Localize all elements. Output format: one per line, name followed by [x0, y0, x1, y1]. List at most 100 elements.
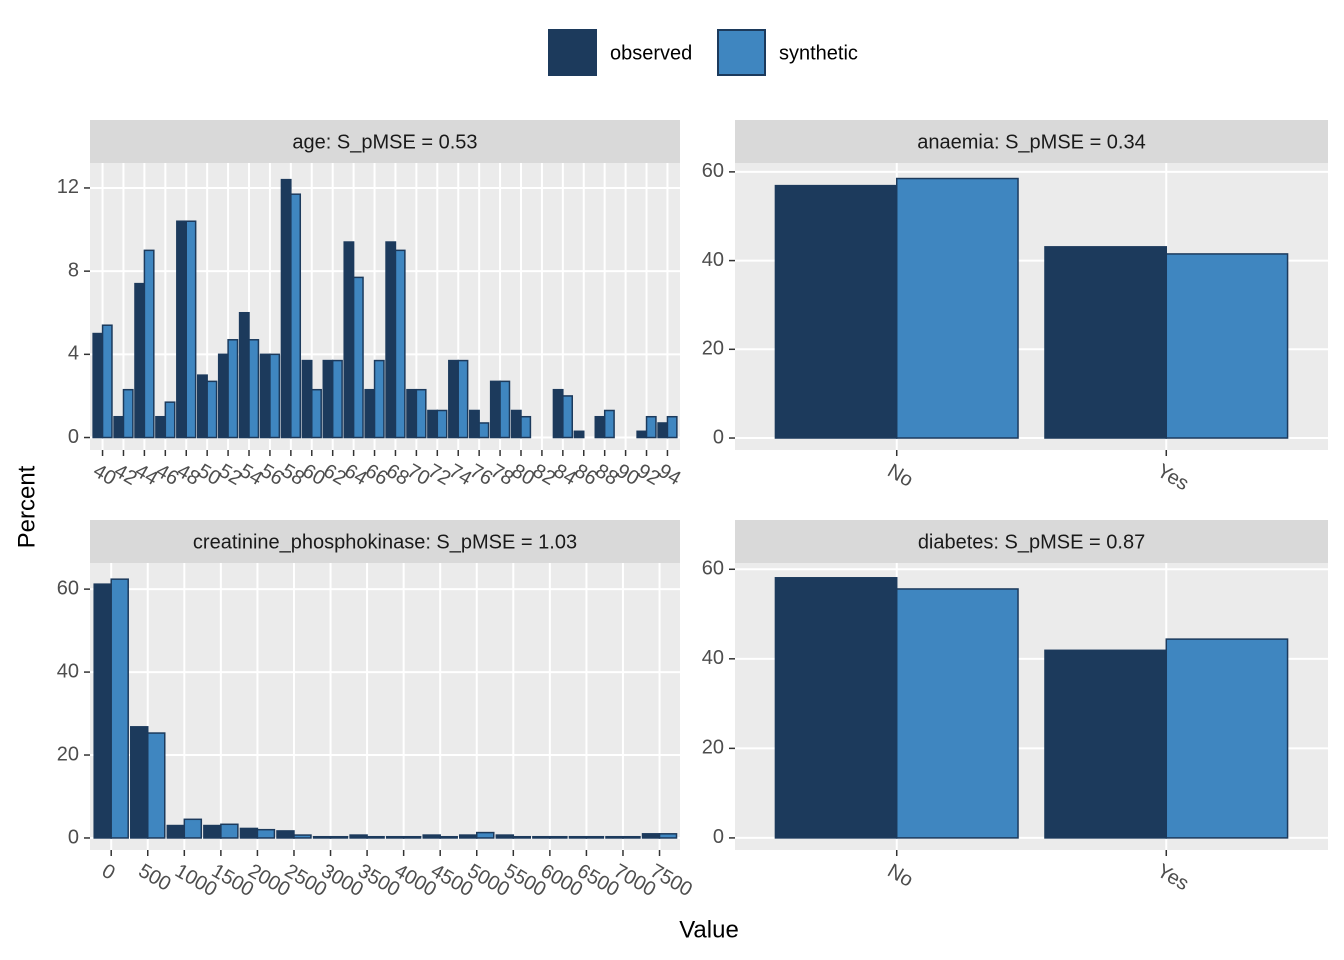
bar	[183, 818, 203, 839]
bar	[290, 193, 302, 439]
bar	[206, 380, 218, 439]
bar	[406, 388, 418, 439]
bar	[657, 422, 669, 439]
bar	[385, 835, 405, 839]
bar	[457, 359, 469, 439]
bar	[301, 359, 313, 439]
bar	[774, 184, 898, 439]
bar	[311, 388, 322, 439]
bar	[549, 835, 568, 839]
bar	[774, 577, 898, 839]
bar	[322, 359, 334, 439]
bar	[93, 583, 112, 839]
legend-label: observed	[610, 42, 692, 64]
bar	[352, 276, 364, 439]
strip	[90, 120, 680, 163]
bar	[155, 415, 167, 439]
bar	[495, 834, 515, 839]
y-tick-label: 60	[702, 160, 724, 182]
bar	[448, 359, 459, 439]
bar	[568, 835, 588, 839]
bar	[101, 324, 113, 439]
y-tick-label: 20	[702, 338, 724, 360]
bar	[164, 401, 176, 439]
y-tick-label: 40	[702, 249, 724, 271]
bar	[562, 395, 574, 439]
bar	[259, 353, 271, 439]
bar	[256, 828, 276, 839]
bar	[130, 726, 149, 839]
bar	[1044, 246, 1168, 439]
bar	[293, 834, 312, 839]
strip	[735, 120, 1328, 163]
bar	[422, 834, 441, 839]
bar	[439, 835, 458, 839]
bar	[366, 835, 385, 839]
bar	[476, 831, 495, 839]
bar	[349, 834, 368, 839]
bar	[510, 409, 522, 439]
bar	[895, 588, 1019, 839]
bar	[459, 834, 478, 839]
bar	[895, 177, 1019, 439]
bar	[645, 415, 657, 439]
legend-key	[548, 29, 597, 76]
y-tick-label: 8	[68, 259, 79, 281]
bar	[134, 282, 146, 439]
bar	[394, 249, 406, 439]
bar	[122, 388, 134, 439]
y-tick-label: 40	[57, 660, 79, 682]
bar	[185, 220, 197, 439]
bar	[1044, 649, 1168, 839]
bar	[1165, 638, 1289, 839]
bar	[436, 409, 448, 439]
bar	[1165, 253, 1289, 439]
bar	[373, 359, 385, 439]
legend-key	[717, 29, 766, 76]
bar	[364, 388, 376, 439]
bar	[147, 732, 166, 839]
bar	[532, 835, 551, 839]
bar	[622, 835, 641, 839]
bar	[605, 835, 624, 839]
bar	[110, 578, 129, 839]
bar	[269, 353, 281, 439]
bar	[636, 430, 648, 439]
bar	[176, 220, 187, 439]
x-axis-label: Value	[679, 916, 739, 943]
strip	[90, 520, 680, 563]
y-tick-label: 0	[713, 426, 724, 448]
strip	[735, 520, 1328, 563]
bar	[238, 311, 250, 439]
panel-title: creatinine_phosphokinase: S_pMSE = 1.03	[193, 531, 577, 553]
bar	[427, 409, 439, 439]
bar	[594, 415, 606, 439]
bar	[196, 374, 208, 439]
bar	[312, 835, 332, 839]
bar	[203, 824, 222, 839]
bar	[280, 178, 292, 439]
bar	[329, 835, 349, 839]
bar	[248, 339, 260, 439]
bar	[468, 409, 480, 439]
y-tick-label: 0	[713, 826, 724, 848]
bar	[113, 415, 125, 439]
bar	[166, 824, 186, 839]
legend-label: synthetic	[779, 42, 858, 64]
y-tick-label: 20	[57, 743, 79, 765]
y-tick-label: 0	[68, 426, 79, 448]
panel-title: diabetes: S_pMSE = 0.87	[918, 531, 1145, 553]
bar	[239, 827, 259, 839]
bar	[343, 241, 355, 439]
bar	[143, 249, 155, 439]
bar	[658, 833, 678, 839]
bar	[478, 422, 490, 439]
bar	[385, 241, 397, 439]
bar	[552, 388, 564, 439]
bar	[92, 332, 104, 439]
bar	[489, 380, 501, 439]
y-tick-label: 40	[702, 647, 724, 669]
bar	[520, 415, 532, 439]
bar	[603, 409, 615, 439]
